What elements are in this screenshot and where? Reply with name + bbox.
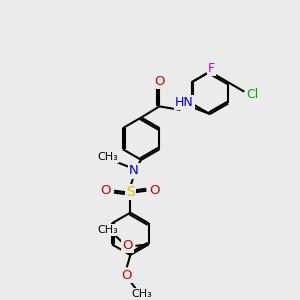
Text: O: O [122,269,132,282]
Text: N: N [129,164,139,178]
Text: CH₃: CH₃ [97,152,118,162]
Text: O: O [154,75,165,88]
Text: O: O [122,239,133,252]
Text: Cl: Cl [246,88,259,100]
Text: HN: HN [175,96,194,109]
Text: O: O [101,184,111,197]
Text: CH₃: CH₃ [132,289,152,299]
Text: S: S [126,185,135,199]
Text: CH₃: CH₃ [97,225,118,235]
Text: F: F [208,62,215,75]
Text: O: O [149,184,160,197]
